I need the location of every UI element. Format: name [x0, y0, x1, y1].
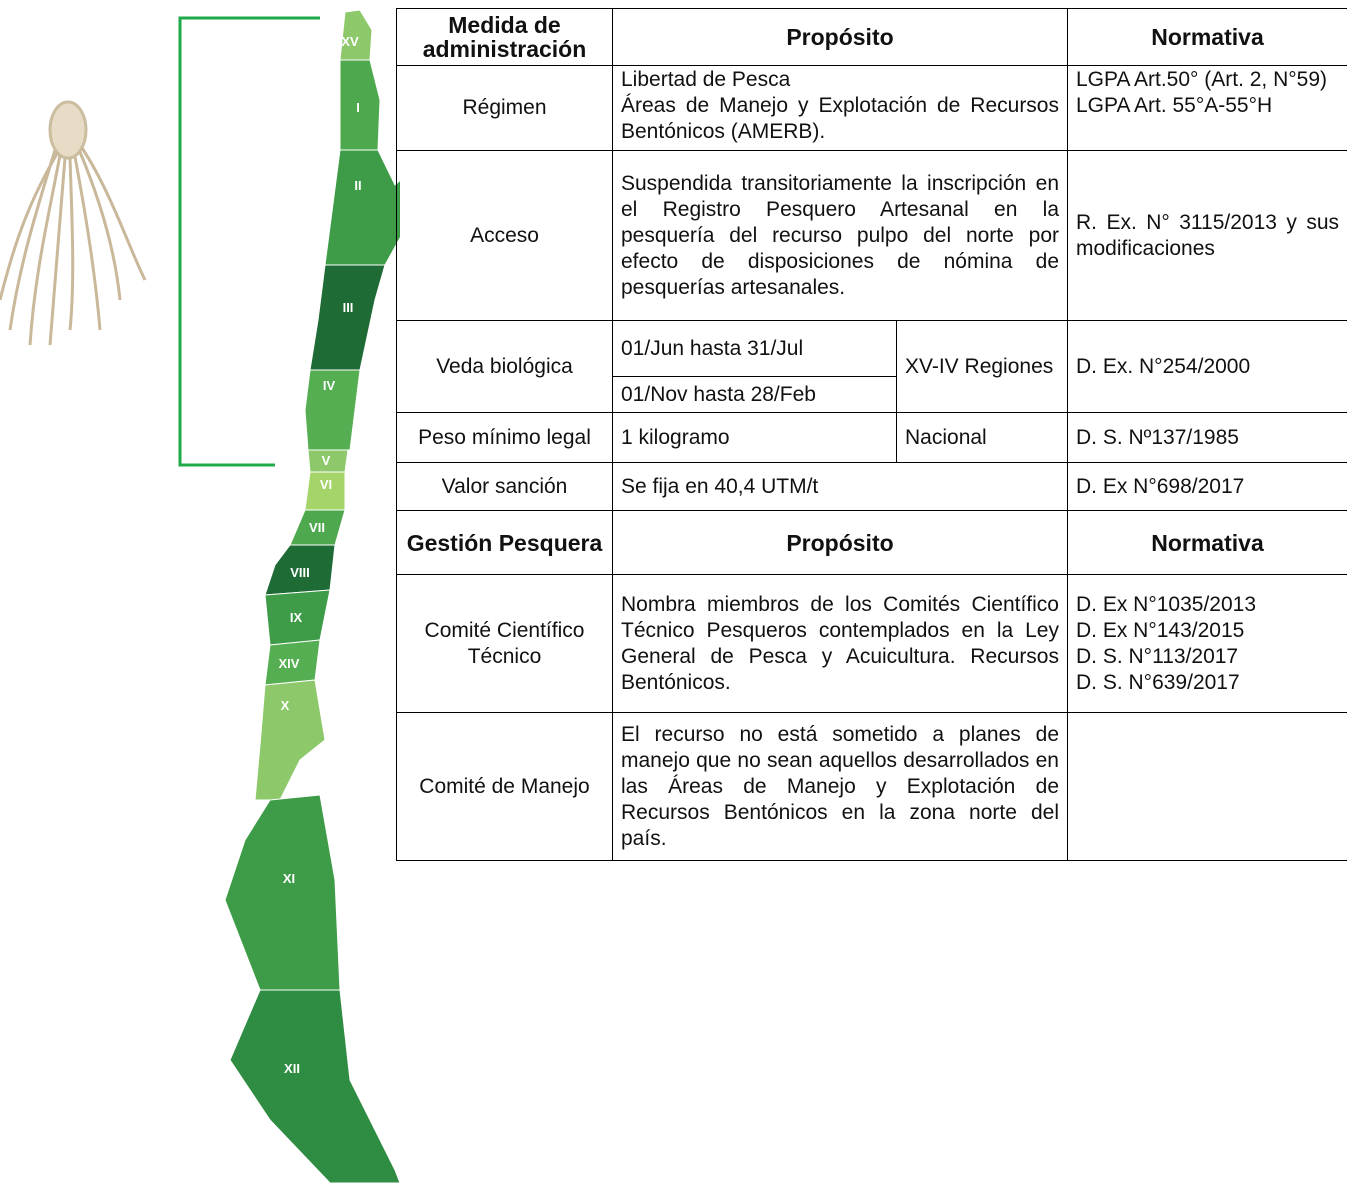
header-cell: Normativa — [1067, 510, 1347, 575]
line: D. Ex N°1035/2013 — [1076, 592, 1257, 616]
period-cell: 01/Nov hasta 28/Feb — [612, 376, 897, 413]
region-label: V — [322, 453, 331, 468]
region-label: II — [354, 178, 361, 193]
bracket — [178, 16, 320, 467]
map — [224, 9, 400, 1183]
octopus — [0, 100, 147, 346]
purpose-cell: Se fija en 40,4 UTM/t — [612, 462, 1068, 511]
purpose-cell: Suspendida transitoriamente la inscripci… — [612, 150, 1068, 321]
row-label: Régimen — [396, 65, 613, 151]
row-label: Comité de Manejo — [396, 712, 613, 861]
norm-cell: D. Ex. N°254/2000 — [1067, 320, 1347, 413]
region-label: IV — [323, 378, 336, 393]
norm-cell — [1067, 712, 1347, 861]
norm-cell: D. S. Nº137/1985 — [1067, 412, 1347, 463]
purpose-cell: El recurso no está sometido a planes de … — [612, 712, 1068, 861]
region-label: X — [281, 698, 290, 713]
purpose-cell: 1 kilogramo — [612, 412, 897, 463]
line: Libertad de Pesca — [621, 68, 791, 91]
line: D. S. N°639/2017 — [1076, 670, 1240, 694]
norm-cell: R. Ex. N° 3115/2013 y sus modificaciones — [1067, 150, 1347, 321]
region-label: XI — [283, 871, 295, 886]
region-label: XIV — [279, 656, 300, 671]
purpose-cell: Libertad de Pesca Áreas de Manejo y Explo… — [612, 65, 1068, 151]
region-label: VIII — [290, 565, 310, 580]
scope-cell: Nacional — [896, 412, 1068, 463]
line: D. Ex N°143/2015 — [1076, 618, 1245, 642]
row-label: Acceso — [396, 150, 613, 321]
line: Áreas de Manejo y Explotación de Recurso… — [621, 94, 1059, 143]
region-label: XII — [284, 1061, 300, 1076]
scope-cell: XV-IV Regiones — [896, 320, 1068, 413]
norm-cell: LGPA Art.50° (Art. 2, N°59) LGPA Art. 55°… — [1067, 65, 1347, 151]
header-cell: Propósito — [612, 510, 1068, 575]
header-cell: Medida de administración — [396, 8, 613, 66]
purpose-cell: Nombra miembros de los Comités Científic… — [612, 574, 1068, 713]
norm-cell: D. Ex N°698/2017 — [1067, 462, 1347, 511]
region-label: III — [343, 300, 354, 315]
line: D. S. N°113/2017 — [1076, 644, 1239, 668]
header-cell: Propósito — [612, 8, 1068, 66]
row-label: Veda biológica — [396, 320, 613, 413]
row-label: Comité Científico Técnico — [396, 574, 613, 713]
region-label: VI — [320, 477, 332, 492]
header-cell: Normativa — [1067, 8, 1347, 66]
row-label: Valor sanción — [396, 462, 613, 511]
region-label: IX — [290, 610, 303, 625]
line: LGPA Art.50° (Art. 2, N°59) — [1076, 68, 1328, 91]
region-label: XV — [341, 34, 359, 49]
line: LGPA Art. 55°A-55°H — [1076, 94, 1273, 117]
region-label: VII — [309, 520, 325, 535]
row-label: Peso mínimo legal — [396, 412, 613, 463]
header-cell: Gestión Pesquera — [396, 510, 613, 575]
region-label: I — [356, 100, 360, 115]
table: Medida de administración Propósito Normati… — [396, 8, 1347, 861]
period-cell: 01/Jun hasta 31/Jul — [612, 320, 897, 377]
norm-cell: D. Ex N°1035/2013 D. Ex N°143/2015 D. S. N… — [1067, 574, 1347, 713]
